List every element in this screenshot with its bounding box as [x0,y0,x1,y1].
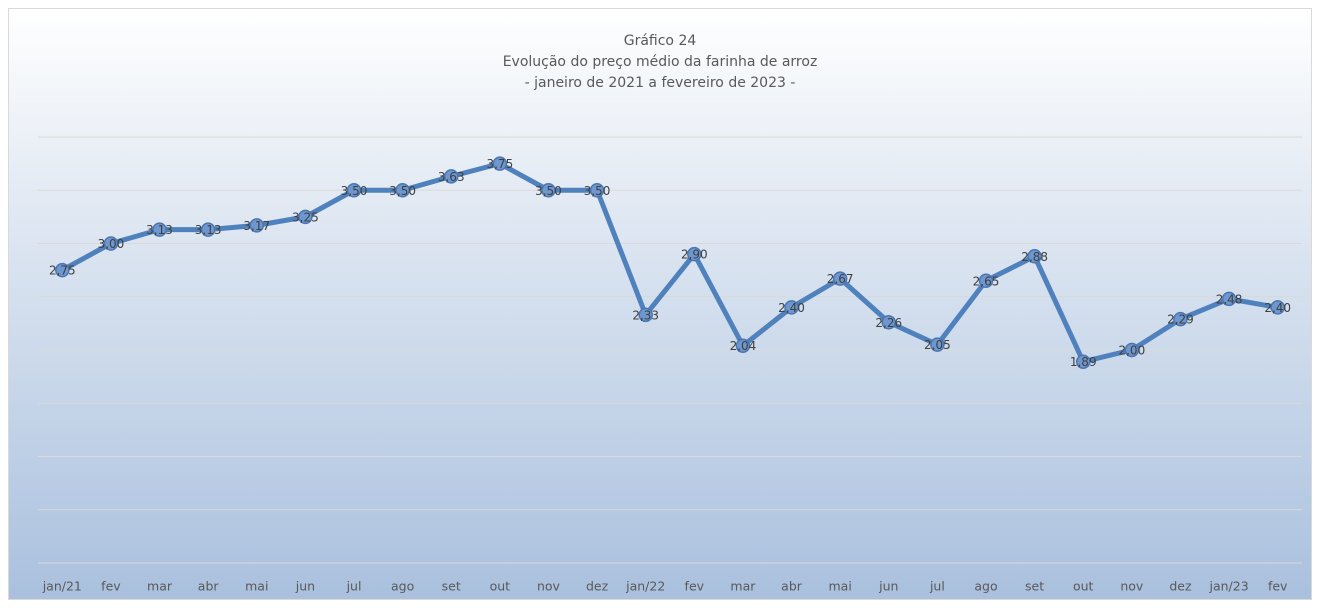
data-point [103,236,119,251]
data-point [1221,291,1237,307]
x-tick-label: jan/21 [42,579,82,594]
x-tick-label: jul [929,579,945,594]
data-label: 3,50 [389,184,416,198]
x-tick-label: mai [245,579,268,594]
data-point [881,315,897,330]
x-tick-label: nov [1120,579,1144,594]
data-label: 2,90 [681,248,708,262]
x-tick-label: jan/23 [1208,579,1248,594]
data-point [1270,300,1285,315]
x-tick-label: fev [685,579,705,594]
data-label: 3,13 [146,223,173,237]
data-label: 3,63 [438,170,465,184]
data-label: 2,26 [875,316,902,330]
x-tick-label: jan/22 [625,579,665,594]
data-point [249,218,265,233]
chart-title: Gráfico 24 [624,33,697,49]
data-label: 2,04 [730,339,757,353]
data-label: 3,50 [341,184,368,198]
data-point [930,337,945,352]
data-label: 2,40 [1264,301,1291,315]
x-tick-label: out [1073,579,1094,594]
data-label: 3,13 [195,223,222,237]
x-tick-label: ago [974,579,997,594]
x-tick-label: fev [101,579,121,594]
x-tick-label: ago [391,579,414,594]
data-label: 2,65 [973,274,1000,288]
data-point [443,169,459,184]
data-point [638,307,653,323]
data-point [541,183,556,198]
x-tick-label: mar [730,579,756,594]
data-label: 2,00 [1118,344,1145,358]
data-label: 2,67 [827,272,854,286]
x-tick-label: abr [781,579,803,594]
data-label: 2,05 [924,338,951,352]
data-label: 3,00 [98,237,125,251]
data-point [200,222,216,237]
series-line [61,161,1279,365]
data-label: 3,50 [584,184,611,198]
data-point [832,271,848,286]
data-point [589,183,605,198]
data-point [55,262,70,278]
chart-frame [8,8,1312,600]
x-tick-label: set [1025,579,1044,594]
data-label: 2,33 [632,308,659,322]
data-point [1124,342,1140,358]
chart-title: - janeiro de 2021 a fevereiro de 2023 - [525,75,796,91]
data-point [346,183,362,198]
data-point [1173,311,1188,327]
data-label: 1,89 [1070,355,1097,369]
data-label: 2,29 [1167,313,1194,327]
x-tick-label: dez [586,579,609,594]
data-point [395,183,410,198]
data-point [978,273,994,289]
data-point [1075,354,1091,369]
x-tick-label: jul [346,579,362,594]
x-tick-label: nov [537,579,561,594]
data-point [1027,249,1042,264]
data-label: 2,48 [1216,292,1243,306]
data-label: 2,75 [49,264,76,278]
x-tick-label: out [490,579,511,594]
data-point [735,338,751,353]
x-tick-label: mar [147,579,173,594]
x-tick-label: fev [1268,579,1288,594]
x-tick-label: jun [878,579,898,594]
x-tick-label: dez [1169,579,1192,594]
data-label: 3,17 [243,219,270,233]
data-point [492,156,508,171]
data-label: 3,75 [486,157,513,171]
x-tick-label: mai [828,579,851,594]
data-point [298,209,313,225]
data-point [687,246,702,262]
x-tick-label: abr [198,579,220,594]
x-tick-label: set [442,579,461,594]
data-label: 3,50 [535,184,562,198]
data-label: 2,88 [1021,250,1048,264]
chart-title: Evolução do preço médio da farinha de ar… [503,54,818,70]
data-point [152,222,167,237]
data-label: 3,25 [292,210,319,224]
x-tick-label: jun [295,579,315,594]
data-label: 2,40 [778,301,805,315]
data-point [784,300,799,315]
